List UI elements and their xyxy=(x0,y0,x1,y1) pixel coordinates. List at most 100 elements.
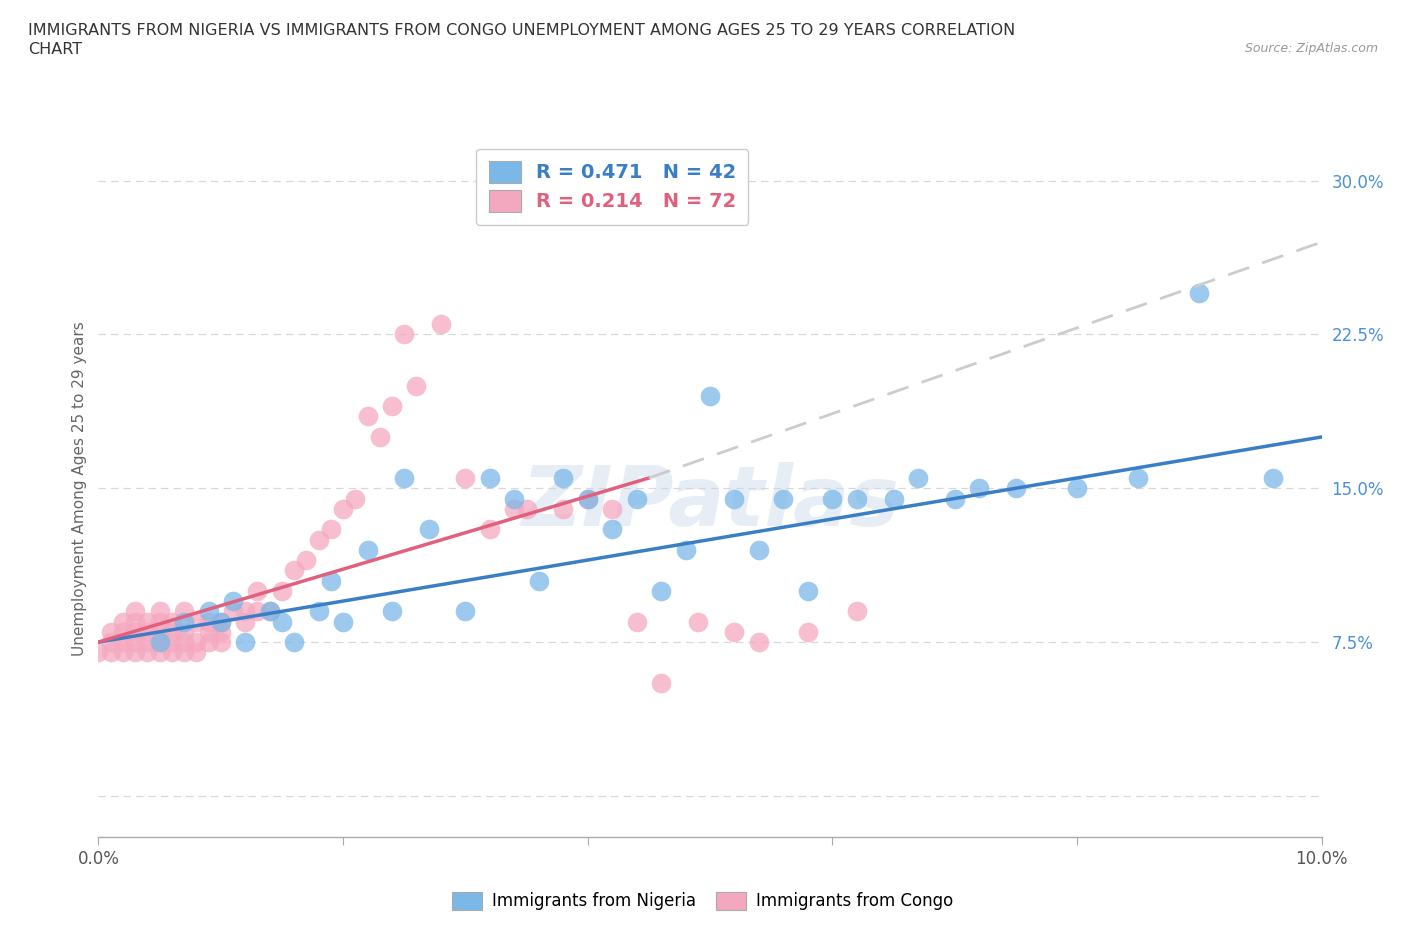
Point xyxy=(356,409,378,424)
Point xyxy=(943,491,966,506)
Point xyxy=(197,634,219,649)
Point xyxy=(650,583,672,598)
Point xyxy=(149,634,172,649)
Point xyxy=(100,634,122,649)
Point xyxy=(149,614,172,629)
Point xyxy=(149,644,172,659)
Point xyxy=(1004,481,1026,496)
Point xyxy=(270,614,292,629)
Point xyxy=(111,634,134,649)
Point xyxy=(136,624,159,639)
Point xyxy=(270,583,292,598)
Point xyxy=(368,430,391,445)
Text: IMMIGRANTS FROM NIGERIA VS IMMIGRANTS FROM CONGO UNEMPLOYMENT AMONG AGES 25 TO 2: IMMIGRANTS FROM NIGERIA VS IMMIGRANTS FR… xyxy=(28,23,1015,38)
Point xyxy=(233,604,256,618)
Point xyxy=(100,644,122,659)
Point xyxy=(576,491,599,506)
Point xyxy=(233,614,256,629)
Point xyxy=(1066,481,1088,496)
Point xyxy=(209,624,232,639)
Point xyxy=(209,634,232,649)
Point xyxy=(392,471,416,485)
Point xyxy=(381,399,404,414)
Point xyxy=(845,491,868,506)
Point xyxy=(160,614,183,629)
Point xyxy=(344,491,367,506)
Point xyxy=(883,491,905,506)
Text: ZIPatlas: ZIPatlas xyxy=(522,461,898,543)
Point xyxy=(283,634,305,649)
Point xyxy=(319,573,342,588)
Point xyxy=(527,573,550,588)
Point xyxy=(246,604,269,618)
Point xyxy=(209,614,232,629)
Point xyxy=(111,644,134,659)
Point xyxy=(675,542,697,557)
Point xyxy=(626,614,648,629)
Legend: R = 0.471   N = 42, R = 0.214   N = 72: R = 0.471 N = 42, R = 0.214 N = 72 xyxy=(477,149,748,225)
Point xyxy=(332,501,354,516)
Point xyxy=(149,624,172,639)
Point xyxy=(553,501,575,516)
Point xyxy=(600,501,623,516)
Point xyxy=(283,563,305,578)
Point xyxy=(149,604,172,618)
Point xyxy=(233,634,256,649)
Point xyxy=(186,634,208,649)
Point xyxy=(111,614,134,629)
Point xyxy=(503,491,526,506)
Point xyxy=(454,604,477,618)
Point xyxy=(699,389,721,404)
Point xyxy=(136,614,159,629)
Point xyxy=(454,471,477,485)
Point xyxy=(136,644,159,659)
Point xyxy=(967,481,990,496)
Y-axis label: Unemployment Among Ages 25 to 29 years: Unemployment Among Ages 25 to 29 years xyxy=(72,321,87,656)
Point xyxy=(259,604,281,618)
Point xyxy=(222,593,245,608)
Point xyxy=(87,644,110,659)
Point xyxy=(1128,471,1150,485)
Point xyxy=(186,614,208,629)
Point xyxy=(246,583,269,598)
Point xyxy=(405,379,427,393)
Point xyxy=(356,542,378,557)
Point xyxy=(723,491,745,506)
Point xyxy=(600,522,623,537)
Point xyxy=(197,604,219,618)
Point xyxy=(478,522,501,537)
Point xyxy=(124,624,146,639)
Point xyxy=(748,634,770,649)
Point xyxy=(173,624,195,639)
Point xyxy=(111,624,134,639)
Point xyxy=(553,471,575,485)
Point xyxy=(332,614,354,629)
Point xyxy=(392,327,416,342)
Point xyxy=(650,676,672,691)
Point xyxy=(907,471,929,485)
Point xyxy=(319,522,342,537)
Point xyxy=(124,614,146,629)
Point xyxy=(259,604,281,618)
Point xyxy=(197,624,219,639)
Point xyxy=(173,644,195,659)
Point xyxy=(149,634,172,649)
Point xyxy=(160,634,183,649)
Point xyxy=(1188,286,1211,300)
Point xyxy=(772,491,794,506)
Point xyxy=(821,491,844,506)
Point xyxy=(516,501,538,516)
Point xyxy=(100,624,122,639)
Point xyxy=(160,644,183,659)
Point xyxy=(748,542,770,557)
Point xyxy=(1261,471,1284,485)
Point xyxy=(209,614,232,629)
Text: Source: ZipAtlas.com: Source: ZipAtlas.com xyxy=(1244,42,1378,55)
Point xyxy=(430,317,453,332)
Point xyxy=(160,624,183,639)
Point xyxy=(845,604,868,618)
Point xyxy=(295,552,318,567)
Point xyxy=(173,604,195,618)
Legend: Immigrants from Nigeria, Immigrants from Congo: Immigrants from Nigeria, Immigrants from… xyxy=(446,885,960,917)
Point xyxy=(124,634,146,649)
